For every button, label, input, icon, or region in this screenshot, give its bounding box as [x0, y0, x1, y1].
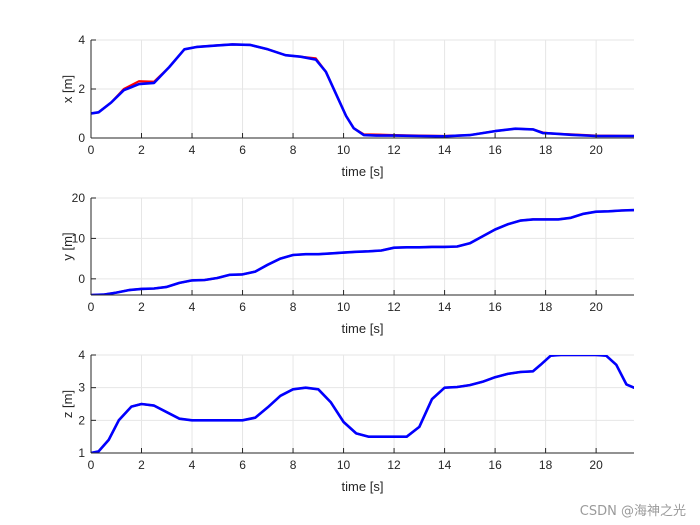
x-tick-label: 4	[189, 143, 196, 157]
x-tick-label: 18	[539, 300, 553, 314]
x-tick-label: 8	[290, 143, 297, 157]
x-tick-label: 18	[539, 143, 553, 157]
x-tick-label: 8	[290, 458, 297, 472]
x-tick-label: 4	[189, 458, 196, 472]
x-axis-label: time [s]	[342, 479, 384, 494]
y-tick-label: 4	[78, 33, 85, 47]
x-tick-label: 4	[189, 300, 196, 314]
x-tick-label: 2	[138, 300, 145, 314]
subplot-2: 0 2 4 6 8 10 12 14 16 18 20 0 10 20 time [s] y [m]	[60, 191, 634, 336]
subplot-1: 0 2 4 6 8 10 12 14 16 18 20 0 2 4 time [s] x [m]	[60, 33, 634, 179]
x-tick-label: 2	[138, 143, 145, 157]
y-axis-label: z [m]	[60, 390, 75, 418]
x-tick-label: 20	[589, 458, 603, 472]
x-tick-label: 12	[387, 143, 401, 157]
series-line-2	[91, 43, 634, 138]
x-tick-label: 16	[488, 300, 502, 314]
y-tick-label: 20	[72, 191, 86, 205]
x-tick-label: 20	[589, 143, 603, 157]
y-tick-label: 0	[78, 272, 85, 286]
x-tick-label: 8	[290, 300, 297, 314]
x-tick-label: 6	[239, 143, 246, 157]
x-tick-label: 14	[438, 458, 452, 472]
x-tick-label: 6	[239, 458, 246, 472]
series-line-2	[91, 355, 634, 453]
series-line-1	[91, 43, 634, 138]
x-tick-label: 20	[589, 300, 603, 314]
y-tick-label: 0	[78, 131, 85, 145]
x-tick-label: 10	[337, 458, 351, 472]
x-tick-label: 2	[138, 458, 145, 472]
x-tick-label: 0	[88, 143, 95, 157]
x-tick-label: 10	[337, 300, 351, 314]
y-tick-label: 2	[78, 82, 85, 96]
y-tick-label: 2	[78, 413, 85, 427]
y-tick-label: 1	[78, 446, 85, 460]
watermark: CSDN @海神之光	[579, 504, 686, 519]
series-line-2	[91, 208, 634, 295]
x-tick-label: 12	[387, 300, 401, 314]
y-axis-label: y [m]	[60, 232, 75, 260]
series-line-1	[91, 355, 634, 453]
y-tick-label: 3	[78, 381, 85, 395]
x-tick-label: 18	[539, 458, 553, 472]
x-axis-label: time [s]	[342, 164, 384, 179]
x-tick-label: 0	[88, 300, 95, 314]
x-tick-label: 16	[488, 143, 502, 157]
x-tick-label: 14	[438, 300, 452, 314]
x-tick-label: 14	[438, 143, 452, 157]
x-tick-label: 16	[488, 458, 502, 472]
y-tick-label: 4	[78, 348, 85, 362]
y-axis-label: x [m]	[60, 75, 75, 103]
y-tick-label: 10	[72, 231, 86, 245]
x-tick-label: 12	[387, 458, 401, 472]
x-tick-label: 6	[239, 300, 246, 314]
x-tick-label: 0	[88, 458, 95, 472]
x-axis-label: time [s]	[342, 321, 384, 336]
x-tick-label: 10	[337, 143, 351, 157]
